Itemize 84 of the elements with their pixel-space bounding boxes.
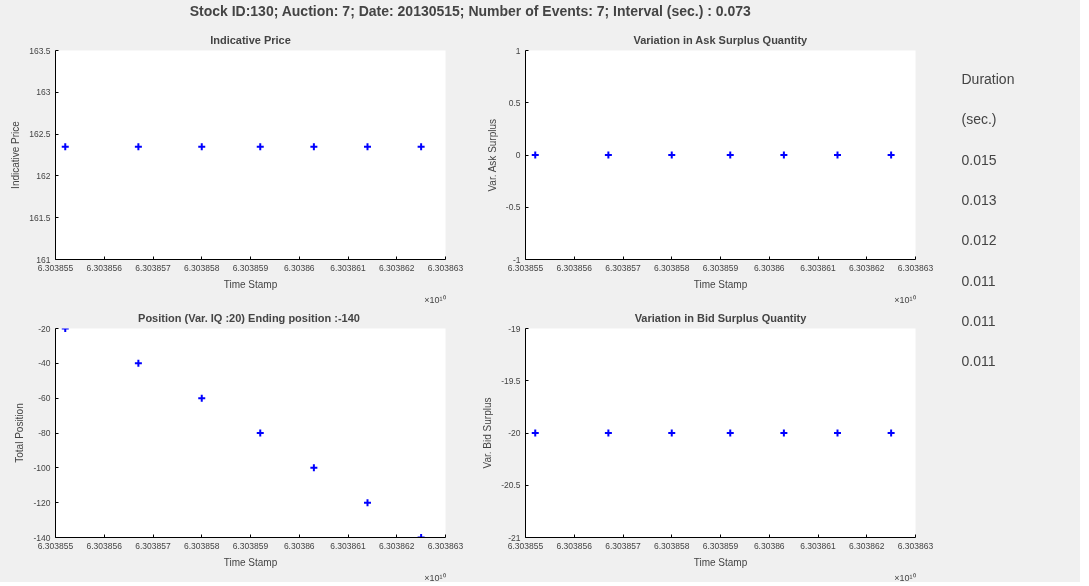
x-tick-label: 6.303856: [86, 540, 123, 551]
x-tick-label: 6.303858: [654, 540, 690, 551]
text: ×10¹⁰: [424, 294, 446, 305]
x-tick-label: 6.303862: [379, 262, 415, 273]
x-tick-label: 6.303856: [86, 262, 123, 273]
x-axis-title: Time Stamp: [223, 278, 278, 290]
y-tick-label: 0.5: [508, 97, 521, 108]
x-tick-label: 6.303863: [897, 262, 934, 273]
y-tick-label: 162.5: [29, 129, 51, 140]
x-tick-label: 6.303861: [330, 262, 366, 273]
y-tick-label: -19: [508, 323, 521, 334]
x-tick-label: 6.303856: [556, 540, 593, 551]
text: Duration: [961, 70, 1015, 87]
y-tick-label: 163.5: [29, 45, 51, 56]
x-tick-label: 6.303857: [135, 540, 171, 551]
y-tick-label: 161.5: [29, 212, 51, 223]
y-axis-title: Total Position: [14, 403, 26, 463]
x-tick-label: 6.303861: [800, 262, 836, 273]
text: 0.015: [961, 151, 997, 168]
x-tick-label: 6.303857: [605, 262, 641, 273]
x-axis-title: Time Stamp: [693, 556, 748, 568]
y-tick-label: -100: [33, 462, 51, 473]
y-tick-label: -40: [38, 358, 51, 369]
y-tick-label: -80: [38, 428, 51, 438]
x-tick-label: 6.303855: [37, 540, 74, 551]
x-tick-label: 6.30386: [283, 540, 315, 551]
y-tick-label: 0: [515, 150, 521, 160]
text: 0.011: [961, 353, 996, 370]
y-tick-label: -20: [38, 323, 51, 334]
x-tick-label: 6.30386: [753, 262, 785, 273]
x-tick-label: 6.303863: [427, 540, 464, 551]
text: ×10¹⁰: [424, 572, 446, 583]
y-tick-label: -1: [512, 254, 521, 265]
x-tick-label: 6.303862: [379, 540, 415, 551]
chart-title: Variation in Bid Surplus Quantity: [634, 311, 808, 324]
text: 0.013: [961, 191, 997, 208]
x-tick-label: 6.303863: [427, 262, 464, 273]
x-tick-label: 6.303861: [800, 540, 836, 551]
x-tick-label: 6.303857: [605, 540, 641, 551]
x-axis-title: Time Stamp: [223, 556, 278, 568]
x-tick-label: 6.303863: [897, 540, 934, 551]
text: 0.011: [961, 272, 996, 289]
x-tick-label: 6.303859: [232, 262, 269, 273]
x-tick-label: 6.303859: [232, 540, 269, 551]
y-axis-title: Var. Bid Surplus: [482, 397, 494, 469]
x-tick-label: 6.303858: [654, 262, 690, 273]
x-tick-label: 6.303855: [37, 262, 74, 273]
y-tick-label: 163: [36, 87, 51, 98]
x-tick-label: 6.303855: [507, 540, 544, 551]
y-tick-label: 1: [515, 45, 521, 56]
text: ×10¹⁰: [894, 294, 916, 305]
text: ×10¹⁰: [894, 572, 916, 583]
y-tick-label: -0.5: [505, 202, 521, 213]
y-tick-label: -21: [508, 532, 521, 543]
x-axis-title: Time Stamp: [693, 278, 748, 290]
chart-title: Indicative Price: [210, 33, 291, 46]
x-tick-label: 6.303859: [702, 540, 739, 551]
y-axis-title: Indicative Price: [10, 120, 22, 189]
x-tick-label: 6.303861: [330, 540, 366, 551]
y-tick-label: -140: [33, 532, 51, 543]
x-tick-label: 6.303855: [507, 262, 544, 273]
x-tick-label: 6.303857: [135, 262, 171, 273]
y-tick-label: -60: [38, 393, 51, 404]
x-tick-label: 6.303858: [184, 262, 220, 273]
text: 0.012: [961, 232, 997, 249]
y-tick-label: 161: [36, 254, 51, 265]
y-tick-label: -19.5: [501, 375, 521, 386]
x-tick-label: 6.303862: [849, 262, 885, 273]
y-axis-title: Var. Ask Surplus: [486, 118, 498, 192]
chart-title: Position (Var. IQ :20) Ending position :-140: [138, 311, 360, 324]
x-tick-label: 6.303856: [556, 262, 593, 273]
x-tick-label: 6.30386: [753, 540, 785, 551]
x-tick-label: 6.303859: [702, 262, 739, 273]
y-tick-label: -20.5: [501, 480, 521, 491]
x-tick-label: 6.30386: [283, 262, 315, 273]
text: Stock ID:130; Auction: 7; Date: 20130515; Number of Events: 7; Interval (sec.) : 0.073: [189, 2, 752, 19]
x-tick-label: 6.303862: [849, 540, 885, 551]
chart-title: Variation in Ask Surplus Quantity: [633, 33, 809, 46]
y-tick-label: 162: [36, 170, 51, 181]
text: 0.011: [961, 312, 996, 329]
text: (sec.): [961, 111, 997, 128]
x-tick-label: 6.303858: [184, 540, 220, 551]
y-tick-label: -120: [33, 497, 51, 508]
y-tick-label: -20: [508, 428, 521, 438]
